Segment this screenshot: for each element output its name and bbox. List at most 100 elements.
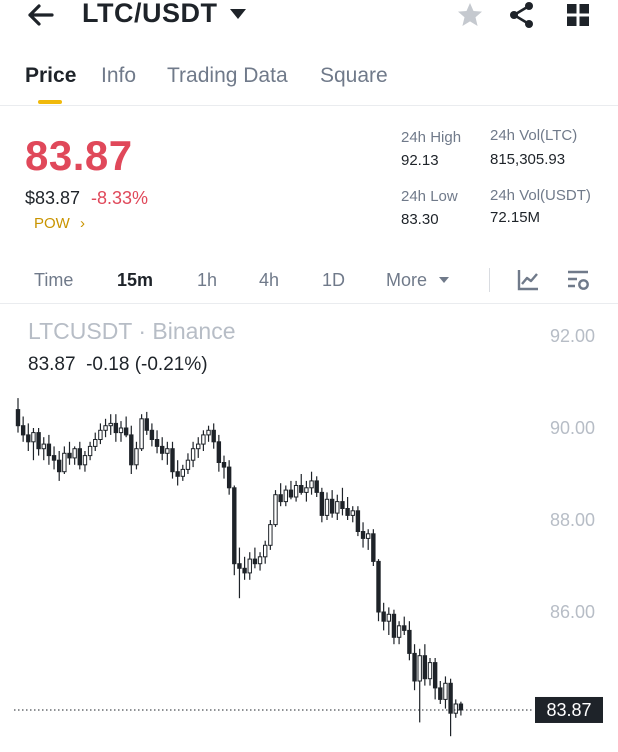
share-icon[interactable] (507, 0, 537, 30)
candle-body (51, 455, 57, 461)
candle-body (438, 687, 443, 700)
candle-body (226, 466, 232, 489)
candle-body (196, 443, 201, 450)
candle-body (273, 494, 278, 526)
candle-body (427, 662, 433, 680)
interval-4h[interactable]: 4h (259, 270, 280, 290)
last-price-badge (535, 696, 603, 723)
candle-body (237, 563, 242, 569)
candle-body (299, 485, 304, 493)
candle-body (160, 445, 165, 454)
candle-body (257, 556, 263, 565)
candle-body (391, 613, 397, 638)
candle-body (134, 448, 139, 466)
candle-body (123, 427, 129, 436)
back-arrow-icon[interactable] (24, 0, 58, 30)
candle-body (77, 448, 82, 466)
high-label: 24h High (401, 129, 462, 146)
chart-settings-icon[interactable] (564, 266, 592, 294)
last-price: 83.87 (25, 132, 133, 179)
interval-15m[interactable]: 15m (117, 270, 154, 290)
candle-body (67, 452, 72, 459)
candle-body (350, 510, 355, 516)
vol-base-label: 24h Vol(LTC) (490, 127, 578, 144)
chevron-down-icon[interactable] (230, 9, 246, 19)
candle-body (402, 625, 407, 631)
candle-body (252, 558, 258, 565)
low-label: 24h Low (401, 188, 458, 205)
candle-body (304, 487, 309, 493)
tab-info[interactable]: Info (101, 64, 137, 87)
indicator-chart-icon[interactable] (514, 266, 542, 294)
candle-body (319, 491, 325, 516)
candle-body (386, 613, 392, 622)
candle-body (216, 441, 222, 464)
candlestick-chart[interactable]: 92.00 90.00 88.00 86.00 83.87 (0, 310, 618, 752)
candle-body (72, 448, 77, 459)
tag-link[interactable]: POW (34, 215, 70, 232)
candle-body (15, 409, 21, 427)
candle-body (412, 652, 417, 682)
candle-body (82, 455, 88, 466)
candle-body (278, 494, 283, 503)
vol-base-value: 815,305.93 (490, 151, 566, 168)
candle-body (139, 418, 144, 450)
last-price-label: 83.87 (546, 700, 591, 720)
candle-body (190, 448, 196, 461)
fiat-price: $83.87 (25, 188, 81, 208)
candle-body (175, 471, 180, 477)
candle-body (129, 434, 134, 466)
interval-more[interactable]: More (386, 270, 428, 290)
star-icon[interactable] (455, 0, 485, 30)
candle-body (98, 429, 103, 441)
candle-body (396, 625, 402, 638)
candle-body (360, 531, 366, 539)
y-tick-label: 90.00 (550, 418, 595, 438)
top-bar: LTC/USDT (0, 0, 618, 34)
candle-body (170, 448, 175, 473)
symbol-title[interactable]: LTC/USDT (82, 0, 218, 28)
interval-time[interactable]: Time (34, 270, 74, 290)
candle-body (458, 703, 464, 711)
candle-body (329, 498, 335, 514)
interval-1d[interactable]: 1D (322, 270, 346, 290)
candle-body (108, 422, 113, 427)
chart-ohlc-readout: 83.87 -0.18 (-0.21%) (28, 354, 208, 375)
candle-body (247, 558, 252, 574)
change-percent: -8.33% (91, 188, 149, 208)
y-tick-label: 88.00 (550, 510, 595, 530)
grid-icon[interactable] (563, 0, 593, 30)
candle-body (335, 501, 340, 514)
tab-price[interactable]: Price (25, 64, 77, 87)
tab-square[interactable]: Square (320, 64, 388, 87)
candle-body (20, 425, 26, 436)
candle-body (232, 487, 237, 565)
candle-body (448, 682, 453, 714)
candle-body (165, 448, 170, 454)
candle-body (345, 508, 350, 516)
page-tabs: Price Info Trading Data Square (0, 58, 618, 106)
candle-body (340, 501, 345, 510)
candle-body (314, 480, 319, 493)
interval-1h[interactable]: 1h (197, 270, 218, 290)
candle-body (283, 489, 289, 503)
chart-title: LTCUSDT · Binance (28, 318, 236, 344)
interval-bar: Time 15m 1h 4h 1D More (0, 264, 618, 304)
candle-body (355, 510, 361, 533)
low-value: 83.30 (401, 211, 439, 228)
y-tick-label: 92.00 (550, 326, 595, 346)
candle-body (376, 560, 381, 613)
more-caret-icon[interactable] (439, 277, 449, 283)
tab-trading-data[interactable]: Trading Data (167, 64, 288, 87)
candle-body (31, 432, 36, 443)
high-value: 92.13 (401, 152, 439, 169)
candle-body (371, 533, 376, 562)
candle-body (144, 418, 149, 431)
candle-body (324, 498, 330, 516)
chevron-right-icon[interactable]: › (80, 215, 85, 232)
candle-body (57, 459, 62, 473)
candle-body (263, 544, 268, 558)
candle-body (113, 422, 119, 434)
candle-body (422, 655, 428, 680)
candle-body (154, 439, 160, 447)
